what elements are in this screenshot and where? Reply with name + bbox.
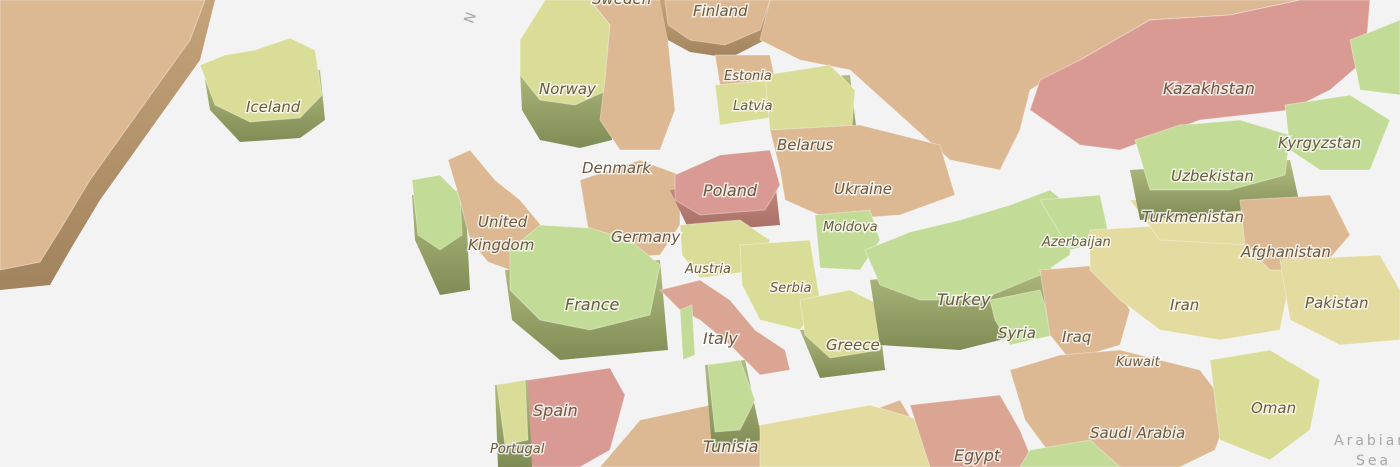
country-label-turkmenistan: Turkmenistan xyxy=(1142,208,1244,226)
country-label-iceland: Iceland xyxy=(246,98,301,116)
region-balkans[interactable] xyxy=(739,239,891,378)
country-label-latvia: Latvia xyxy=(733,99,773,114)
country-label-norway: Norway xyxy=(539,80,597,98)
country-label-iraq: Iraq xyxy=(1062,328,1091,346)
region-north-africa[interactable] xyxy=(599,359,1036,467)
country-label-pakistan: Pakistan xyxy=(1305,294,1369,312)
country-label-syria: Syria xyxy=(998,324,1036,342)
region-greenland[interactable] xyxy=(0,0,215,290)
country-label-egypt: Egypt xyxy=(954,446,1001,465)
country-label-spain: Spain xyxy=(533,401,578,420)
country-label-sweden: Sweden xyxy=(592,0,651,8)
country-label-kyrgyzstan: Kyrgyzstan xyxy=(1278,134,1361,152)
map-label-n: N xyxy=(462,7,482,25)
country-label-oman: Oman xyxy=(1251,399,1296,417)
country-label-portugal: Portugal xyxy=(490,442,545,457)
sea-label-arabian-sea-line2: Sea xyxy=(1356,453,1391,467)
country-label-poland: Poland xyxy=(703,181,758,200)
country-label-tunisia: Tunisia xyxy=(703,437,758,456)
country-label-ukraine: Ukraine xyxy=(834,180,892,198)
country-label-finland: Finland xyxy=(693,2,748,20)
country-label-afghanistan: Afghanistan xyxy=(1240,243,1331,261)
country-label-iran: Iran xyxy=(1170,296,1199,314)
region-russia[interactable] xyxy=(759,0,1371,171)
country-label-greece: Greece xyxy=(826,336,880,354)
region-iberia[interactable] xyxy=(495,367,626,467)
region-central-asia[interactable] xyxy=(1089,19,1400,346)
country-label-saudi-arabia: Saudi Arabia xyxy=(1090,424,1185,442)
country-label-serbia: Serbia xyxy=(770,281,811,296)
country-label-kazakhstan: Kazakhstan xyxy=(1163,79,1255,98)
sea-label-arabian-sea-line1: Arabian xyxy=(1334,433,1400,449)
country-label-germany: Germany xyxy=(611,228,681,246)
country-label-turkey: Turkey xyxy=(937,290,991,309)
country-label-denmark: Denmark xyxy=(582,159,652,177)
country-label-uzbekistan: Uzbekistan xyxy=(1171,167,1254,185)
region-scandinavia[interactable] xyxy=(519,0,771,151)
region-middle-east[interactable] xyxy=(989,264,1321,467)
country-label-azerbaijan: Azerbaijan xyxy=(1041,235,1111,250)
country-label-united-kingdom-line1: United xyxy=(478,213,528,231)
region-british-isles[interactable] xyxy=(411,149,546,295)
region-western-europe[interactable] xyxy=(505,124,956,360)
region-italy[interactable] xyxy=(659,279,791,376)
region-iceland[interactable] xyxy=(199,37,325,142)
country-label-united-kingdom-line2: Kingdom xyxy=(468,236,534,254)
country-label-austria: Austria xyxy=(684,262,731,277)
country-label-belarus: Belarus xyxy=(777,136,834,154)
country-label-moldova: Moldova xyxy=(823,220,878,235)
country-label-italy: Italy xyxy=(703,329,738,348)
country-label-france: France xyxy=(565,295,620,314)
country-label-estonia: Estonia xyxy=(724,69,772,84)
country-label-kuwait: Kuwait xyxy=(1116,355,1161,370)
